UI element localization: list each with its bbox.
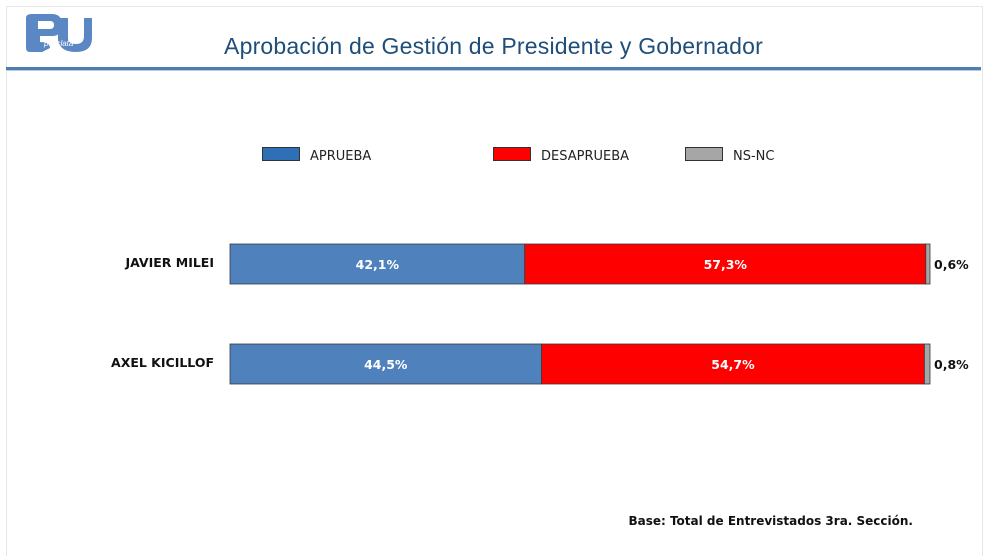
data-label-milei-nsnc: 0,6% [934, 257, 969, 272]
legend-swatch-aprueba [262, 147, 300, 161]
data-label-kicillof-nsnc: 0,8% [934, 357, 969, 372]
legend-swatch-nsnc [685, 147, 723, 161]
data-label-milei-desaprueba: 57,3% [704, 257, 748, 272]
category-label-milei: JAVIER MILEI [125, 255, 214, 270]
bar-milei-aprueba [229, 243, 526, 285]
bar-kicillof-desaprueba [541, 343, 925, 385]
page-title: Aprobación de Gestión de Presidente y Go… [224, 33, 763, 59]
logo-text: pollclata [43, 39, 74, 48]
bar-milei-nsnc [925, 243, 931, 285]
bar-milei-desaprueba [524, 243, 927, 285]
data-label-kicillof-aprueba: 44,5% [364, 357, 408, 372]
legend-item-desaprueba: DESAPRUEBA [493, 144, 629, 164]
category-label-kicillof: AXEL KICILLOF [111, 355, 214, 370]
legend-label-desaprueba: DESAPRUEBA [541, 148, 630, 164]
data-label-milei-aprueba: 42,1% [356, 257, 400, 272]
title-divider [6, 67, 981, 70]
legend-label-aprueba: APRUEBA [310, 148, 372, 164]
bar-kicillof-aprueba [229, 343, 542, 385]
legend-item-nsnc: NS-NC [685, 144, 774, 164]
legend-label-nsnc: NS-NC [733, 148, 775, 164]
footnote: Base: Total de Entrevistados 3ra. Secció… [628, 514, 913, 528]
title-divider-light [6, 70, 981, 71]
legend-swatch-desaprueba [493, 147, 531, 161]
legend-item-aprueba: APRUEBA [262, 144, 371, 164]
bar-kicillof-nsnc [924, 343, 931, 385]
pollclata-logo: pollclata [26, 14, 92, 52]
data-label-kicillof-desaprueba: 54,7% [711, 357, 755, 372]
